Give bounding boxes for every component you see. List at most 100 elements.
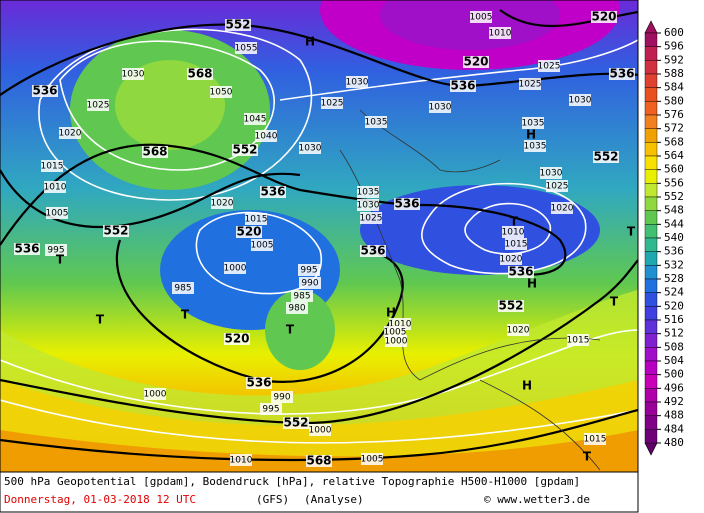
geopotential-label-box xyxy=(593,151,619,163)
colorbar-label: 576 xyxy=(664,108,684,121)
geopotential-label: 552 xyxy=(103,224,128,238)
colorbar-label: 544 xyxy=(664,217,684,230)
colorbar-label: 496 xyxy=(664,381,684,394)
geopotential-label-box xyxy=(142,146,168,158)
isobar-label: 1020 xyxy=(59,129,82,139)
isobar-label: 990 xyxy=(301,279,318,289)
geopotential-label-box xyxy=(225,19,251,31)
colorbar-label: 596 xyxy=(664,40,684,53)
isobar-label: 1000 xyxy=(309,426,332,436)
geopotential-label: 536 xyxy=(450,79,475,93)
isobar-label-box xyxy=(429,101,451,113)
isobar-label: 1035 xyxy=(522,119,545,129)
colorbar-cell xyxy=(644,319,658,334)
isobar-label-box xyxy=(540,167,562,179)
isobar-label: 1015 xyxy=(584,435,607,445)
pressure-center: H xyxy=(522,379,532,393)
isobar-label: 1010 xyxy=(502,228,525,238)
isobar-label-box xyxy=(46,207,68,219)
colorbar-cell xyxy=(644,251,658,266)
geopotential-label-box xyxy=(236,226,262,238)
isobar-label-box xyxy=(44,181,66,193)
isobar-label: 1025 xyxy=(546,182,569,192)
isobar-label-box xyxy=(245,213,267,225)
colorbar-label: 580 xyxy=(664,94,684,107)
colorbar-cell xyxy=(644,183,658,198)
isobar-label: 1015 xyxy=(245,215,268,225)
isobar-label-box xyxy=(502,226,524,238)
colorbar-cell xyxy=(644,278,658,293)
colorbar-cell xyxy=(644,73,658,88)
colorbar-label: 480 xyxy=(664,436,684,449)
isobar-label: 995 xyxy=(47,246,64,256)
isobar-label: 1010 xyxy=(44,183,67,193)
colorbar-cell xyxy=(644,360,658,375)
colorbar-cell xyxy=(644,347,658,362)
colorbar-top-arrow xyxy=(644,20,658,34)
isobar-label-box xyxy=(235,42,257,54)
isobar-label-box xyxy=(291,290,313,302)
colorbar-cell xyxy=(644,114,658,129)
isobar-label-box xyxy=(500,253,522,265)
colorbar-label: 564 xyxy=(664,149,684,162)
isobar-label: 1020 xyxy=(211,199,234,209)
colorbar-label: 568 xyxy=(664,135,684,148)
geopotential-label-box xyxy=(306,455,332,467)
colorbar-label: 536 xyxy=(664,245,684,258)
isobar-label-box xyxy=(567,334,589,346)
isobar-label: 985 xyxy=(174,284,191,294)
colorbar-label: 584 xyxy=(664,81,684,94)
colorbar-cell xyxy=(644,32,658,47)
isobar-label: 1030 xyxy=(540,169,563,179)
colorbar-label: 484 xyxy=(664,422,684,435)
geopotential-label-box xyxy=(283,417,309,429)
geopotential-label: 536 xyxy=(508,265,533,279)
isobar-label: 1020 xyxy=(507,326,530,336)
isobar-label-box xyxy=(522,117,544,129)
isobar-label: 1030 xyxy=(299,144,322,154)
geopotential-label: 536 xyxy=(360,244,385,258)
geopotential-label-box xyxy=(246,377,272,389)
geopotential-label: 536 xyxy=(394,197,419,211)
isobar-label-box xyxy=(210,86,232,98)
isobar-label-box xyxy=(41,160,63,172)
geopotential-label: 536 xyxy=(32,84,57,98)
isobar-label-box xyxy=(584,433,606,445)
isobar-label: 1005 xyxy=(384,328,407,338)
isobar-label-box xyxy=(357,199,379,211)
pressure-center: H xyxy=(305,35,315,49)
isobar-label: 1020 xyxy=(551,204,574,214)
geopotential-label-box xyxy=(187,68,213,80)
isobar-label-box xyxy=(271,391,293,403)
pressure-center: T xyxy=(583,450,592,464)
colorbar-label: 600 xyxy=(664,26,684,39)
isobar-label-box xyxy=(519,78,541,90)
geopotential-label-box xyxy=(508,266,534,278)
geopotential-label: 568 xyxy=(306,454,331,468)
isobar-label-box xyxy=(59,127,81,139)
isobar-label-box xyxy=(224,262,246,274)
geopotential-label-box xyxy=(32,85,58,97)
footer-description: 500 hPa Geopotential [gpdam], Bodendruck… xyxy=(4,475,580,488)
colorbar-cell xyxy=(644,60,658,75)
footer-box xyxy=(0,471,639,513)
isobar-label: 1000 xyxy=(224,264,247,274)
geopotential-label-box xyxy=(224,333,250,345)
geopotential-label: 536 xyxy=(260,185,285,199)
isobar-label-box xyxy=(172,282,194,294)
isobar-label-box xyxy=(211,197,233,209)
isobar-label-box xyxy=(361,453,383,465)
geopotential-label: 552 xyxy=(283,416,308,430)
isobar-label: 1025 xyxy=(321,99,344,109)
isobar-label-box xyxy=(470,11,492,23)
geopotential-label: 552 xyxy=(232,143,257,157)
isobar-label: 1015 xyxy=(567,336,590,346)
colorbar-cell xyxy=(644,401,658,416)
geopotential-label: 552 xyxy=(593,150,618,164)
contour-labels: 1030102510201015101010059951055105010451… xyxy=(14,10,636,468)
pressure-center: H xyxy=(386,306,396,320)
colorbar-label: 500 xyxy=(664,368,684,381)
geopotential-label: 520 xyxy=(236,225,261,239)
colorbar-cell xyxy=(644,237,658,252)
colorbar-cell xyxy=(644,292,658,307)
